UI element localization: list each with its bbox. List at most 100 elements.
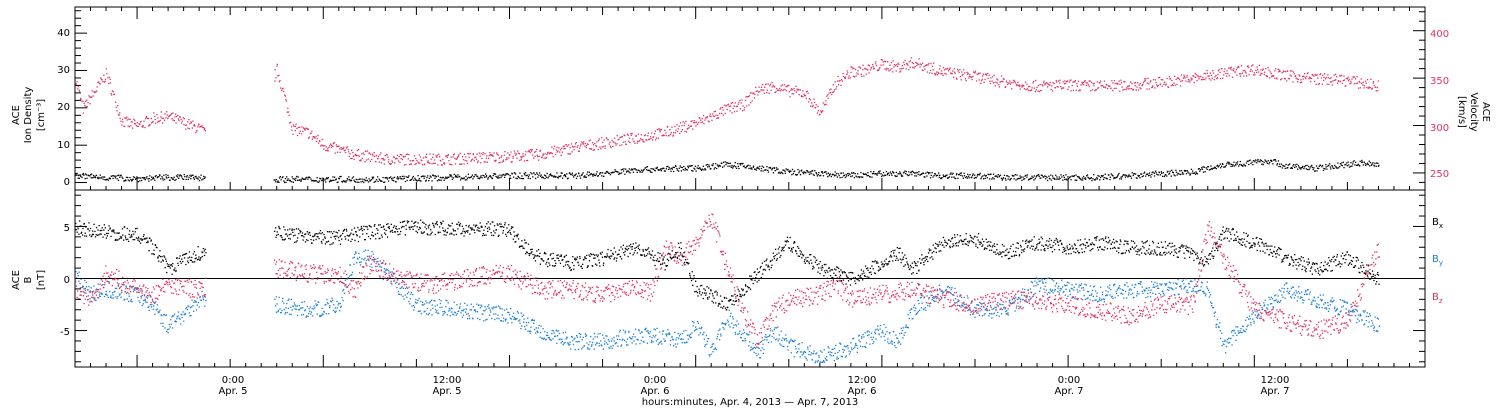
velocity-series-point (365, 159, 368, 161)
velocity-series-point (120, 120, 122, 122)
velocity-series-point (382, 157, 384, 160)
velocity-series-point (132, 127, 134, 129)
density-series-point (1181, 171, 1184, 174)
density-series-point (520, 177, 522, 180)
by-series-point (1149, 292, 1151, 294)
velocity-series-point (743, 109, 745, 111)
density-series-point (694, 165, 697, 167)
by-series-point (1087, 290, 1089, 293)
density-series-point (1264, 159, 1266, 161)
density-series-point (158, 176, 160, 178)
velocity-series-point (1232, 70, 1235, 72)
velocity-series-point (1067, 88, 1069, 90)
density-series-point (583, 176, 585, 178)
density-series-point (428, 180, 430, 182)
velocity-series-point (1302, 75, 1304, 78)
by-series-point (520, 328, 522, 330)
velocity-series-point (1322, 74, 1324, 76)
velocity-series-point (584, 142, 586, 145)
density-series-point (408, 175, 410, 177)
velocity-series-point (725, 105, 727, 107)
density-series-point (888, 172, 890, 174)
velocity-series-point (916, 64, 918, 67)
density-series-point (1075, 174, 1077, 176)
by-series-point (638, 330, 640, 332)
by-series-point (344, 285, 346, 287)
by-series-point (414, 301, 416, 303)
density-series-point (944, 175, 947, 178)
density-series-point (531, 173, 533, 175)
density-series-point (1047, 179, 1049, 182)
by-series-point (592, 338, 594, 340)
by-series-point (839, 342, 841, 345)
density-series-point (403, 177, 405, 179)
velocity-series-point (145, 118, 147, 120)
density-series-point (362, 180, 364, 183)
velocity-series-point (693, 120, 695, 122)
density-series-point (803, 171, 805, 173)
density-series-point (585, 176, 587, 178)
density-series-point (679, 165, 681, 167)
velocity-series-point (670, 132, 672, 134)
density-series-point (1177, 172, 1179, 175)
by-series-point (1124, 284, 1126, 286)
by-series-point (1073, 289, 1075, 291)
density-series-point (1120, 178, 1123, 180)
velocity-series-point (1199, 76, 1201, 78)
density-series-point (1189, 173, 1191, 175)
density-series-point (1261, 160, 1264, 163)
density-series-point (988, 173, 990, 176)
velocity-series-point (378, 161, 380, 163)
velocity-series-point (868, 72, 870, 74)
velocity-series-point (177, 114, 179, 117)
velocity-series-point (477, 160, 479, 162)
velocity-series-point (1354, 78, 1357, 80)
by-series-point (107, 296, 109, 299)
velocity-series-point (1126, 87, 1128, 89)
density-series-point (1145, 175, 1147, 177)
by-series-point (1107, 286, 1109, 288)
velocity-series-point (1204, 78, 1206, 81)
density-series-point (1007, 178, 1009, 180)
velocity-series-point (730, 102, 732, 104)
velocity-series-point (1216, 77, 1219, 79)
velocity-series-point (1056, 86, 1058, 88)
density-series-point (977, 173, 979, 176)
density-series-point (552, 175, 554, 177)
velocity-series-point (1236, 67, 1238, 69)
velocity-series-point (644, 134, 646, 136)
velocity-series-point (388, 159, 390, 161)
velocity-series-point (715, 114, 717, 116)
velocity-series-point (102, 81, 104, 83)
density-series-point (1252, 164, 1254, 166)
by-series-point (375, 258, 377, 260)
velocity-series-point (359, 159, 361, 162)
density-series-point (493, 173, 495, 175)
velocity-series-point (565, 144, 567, 146)
by-series-point (788, 342, 790, 344)
density-series-point (503, 174, 505, 176)
by-series-point (541, 337, 543, 340)
by-series-point (544, 330, 546, 333)
density-series-point (695, 170, 697, 172)
by-series-point (79, 283, 81, 285)
by-series-point (77, 274, 79, 277)
velocity-series-point (910, 57, 913, 59)
density-series-point (409, 179, 411, 181)
density-series-point (1058, 176, 1060, 178)
by-series-point (1058, 285, 1060, 287)
by-series-point (306, 305, 308, 308)
by-series-point (566, 337, 568, 339)
density-series-point (708, 164, 710, 166)
by-series-point (768, 335, 770, 337)
density-series-point (467, 173, 469, 175)
by-series-point (537, 327, 539, 329)
velocity-series-point (1312, 74, 1314, 76)
by-series-point (97, 289, 99, 291)
by-series-point (831, 348, 833, 351)
density-series-point (143, 177, 146, 179)
by-series-point (543, 337, 545, 339)
by-series-point (430, 299, 433, 301)
velocity-series-point (1171, 79, 1173, 82)
by-series-point (312, 315, 314, 317)
